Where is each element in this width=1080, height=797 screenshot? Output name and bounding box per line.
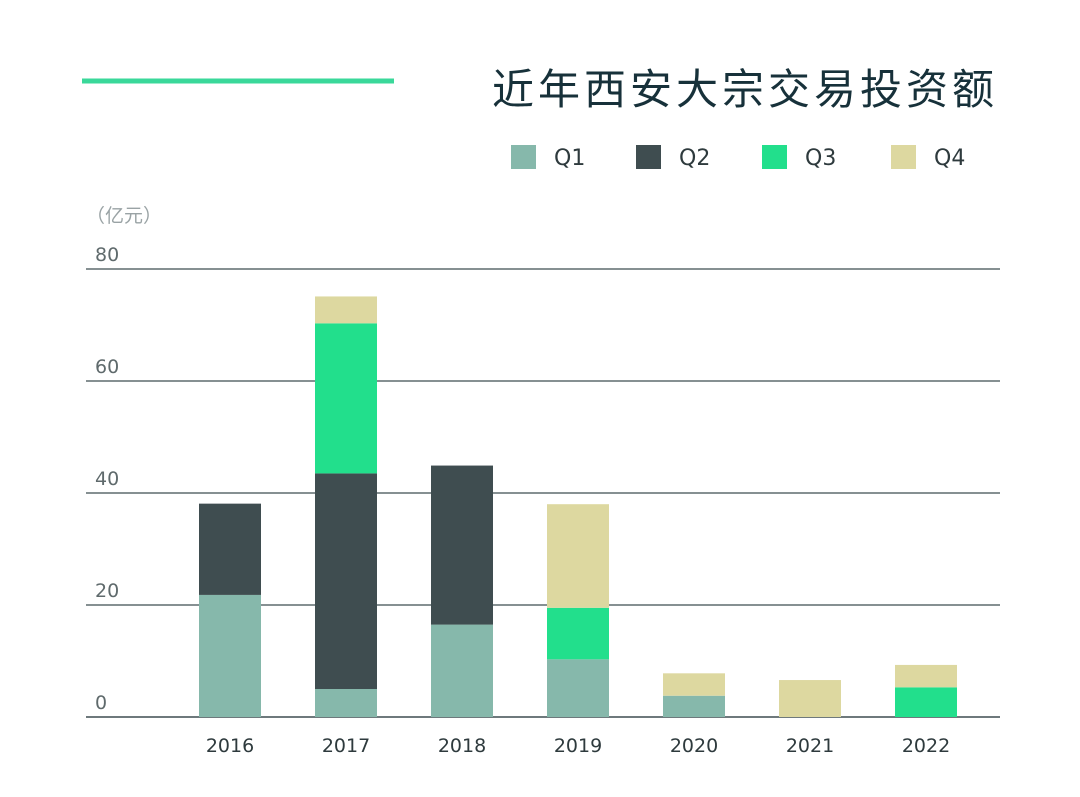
x-tick-label-2022: 2022 bbox=[902, 735, 950, 757]
legend-label-q4: Q4 bbox=[934, 146, 965, 171]
bar-2021-q4 bbox=[779, 680, 841, 717]
bar-stack-2017 bbox=[315, 296, 377, 717]
y-tick-label-80: 80 bbox=[95, 244, 119, 266]
legend-item-q2: Q2 bbox=[636, 145, 710, 171]
x-tick-label-2018: 2018 bbox=[438, 735, 486, 757]
legend: Q1 Q2 Q3 Q4 bbox=[511, 145, 965, 171]
legend-swatch-q4 bbox=[891, 145, 916, 169]
legend-label-q1: Q1 bbox=[554, 146, 585, 171]
y-tick-label-0: 0 bbox=[95, 692, 107, 714]
bar-2017-q1 bbox=[315, 689, 377, 717]
y-tick-label-60: 60 bbox=[95, 356, 119, 378]
bar-2019-q4 bbox=[547, 504, 609, 608]
legend-item-q1: Q1 bbox=[511, 145, 585, 171]
bar-2017-q2 bbox=[315, 473, 377, 689]
legend-swatch-q2 bbox=[636, 145, 661, 169]
bar-2019-q3 bbox=[547, 607, 609, 660]
legend-swatch-q1 bbox=[511, 145, 536, 169]
bar-2018-q1 bbox=[431, 624, 493, 717]
x-tick-label-2019: 2019 bbox=[554, 735, 602, 757]
bar-2017-q4 bbox=[315, 296, 377, 324]
x-tick-label-2020: 2020 bbox=[670, 735, 718, 757]
bar-stack-2018 bbox=[431, 465, 493, 717]
legend-item-q4: Q4 bbox=[891, 145, 965, 171]
x-axis-ticks: 2016 2017 2018 2019 2020 2021 2022 bbox=[206, 735, 950, 757]
bar-2020-q4 bbox=[663, 673, 725, 696]
chart-title: 近年西安大宗交易投资额 bbox=[492, 65, 998, 114]
y-tick-label-20: 20 bbox=[95, 580, 119, 602]
y-axis-ticks: 0 20 40 60 80 bbox=[95, 244, 119, 714]
x-tick-label-2016: 2016 bbox=[206, 735, 254, 757]
bar-stack-2021 bbox=[779, 680, 841, 717]
y-axis-unit-label: （亿元） bbox=[86, 205, 162, 227]
x-tick-label-2017: 2017 bbox=[322, 735, 370, 757]
bar-2018-q2 bbox=[431, 465, 493, 625]
bar-stack-2019 bbox=[547, 504, 609, 717]
bar-2020-q1 bbox=[663, 695, 725, 717]
legend-swatch-q3 bbox=[762, 145, 787, 169]
legend-label-q3: Q3 bbox=[805, 146, 836, 171]
bars bbox=[199, 296, 957, 717]
y-tick-label-40: 40 bbox=[95, 468, 119, 490]
x-tick-label-2021: 2021 bbox=[786, 735, 834, 757]
bar-stack-2020 bbox=[663, 673, 725, 717]
bar-stack-2016 bbox=[199, 503, 261, 717]
bar-2019-q1 bbox=[547, 659, 609, 717]
bar-2016-q1 bbox=[199, 594, 261, 717]
bar-2022-q3 bbox=[895, 687, 957, 717]
legend-item-q3: Q3 bbox=[762, 145, 836, 171]
bar-2016-q2 bbox=[199, 503, 261, 595]
legend-label-q2: Q2 bbox=[679, 146, 710, 171]
bar-2017-q3 bbox=[315, 323, 377, 474]
bar-stack-2022 bbox=[895, 664, 957, 717]
bar-2022-q4 bbox=[895, 664, 957, 688]
